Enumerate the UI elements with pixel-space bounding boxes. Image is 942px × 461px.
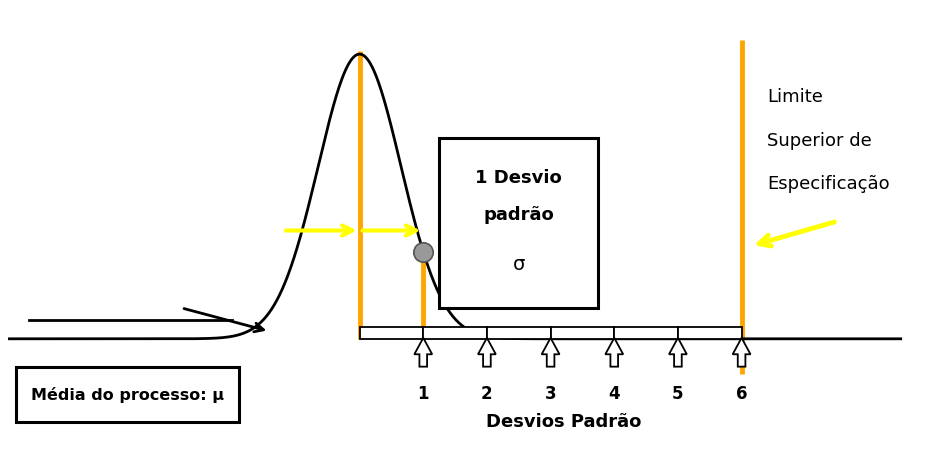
Text: padrão: padrão (483, 206, 554, 224)
FancyBboxPatch shape (439, 138, 598, 308)
Text: 5: 5 (673, 385, 684, 403)
Polygon shape (606, 338, 624, 366)
Text: Superior de: Superior de (767, 132, 871, 150)
FancyBboxPatch shape (16, 366, 238, 422)
Bar (360, 327, 423, 339)
Bar (550, 327, 614, 339)
Polygon shape (478, 338, 495, 366)
Bar (614, 327, 678, 339)
Text: Limite: Limite (767, 89, 823, 106)
Text: 4: 4 (609, 385, 620, 403)
Bar (487, 327, 550, 339)
Bar (678, 327, 741, 339)
Polygon shape (669, 338, 687, 366)
Text: 1 Desvio: 1 Desvio (476, 169, 562, 187)
Text: 6: 6 (736, 385, 747, 403)
Text: Média do processo: μ: Média do processo: μ (31, 386, 224, 402)
Polygon shape (414, 338, 432, 366)
Text: 2: 2 (481, 385, 493, 403)
Polygon shape (542, 338, 560, 366)
Text: σ: σ (512, 255, 525, 274)
Polygon shape (733, 338, 751, 366)
Text: Desvios Padrão: Desvios Padrão (486, 413, 641, 431)
Text: 3: 3 (544, 385, 557, 403)
Text: Especificação: Especificação (767, 175, 889, 193)
Bar (423, 327, 487, 339)
Text: 1: 1 (417, 385, 429, 403)
